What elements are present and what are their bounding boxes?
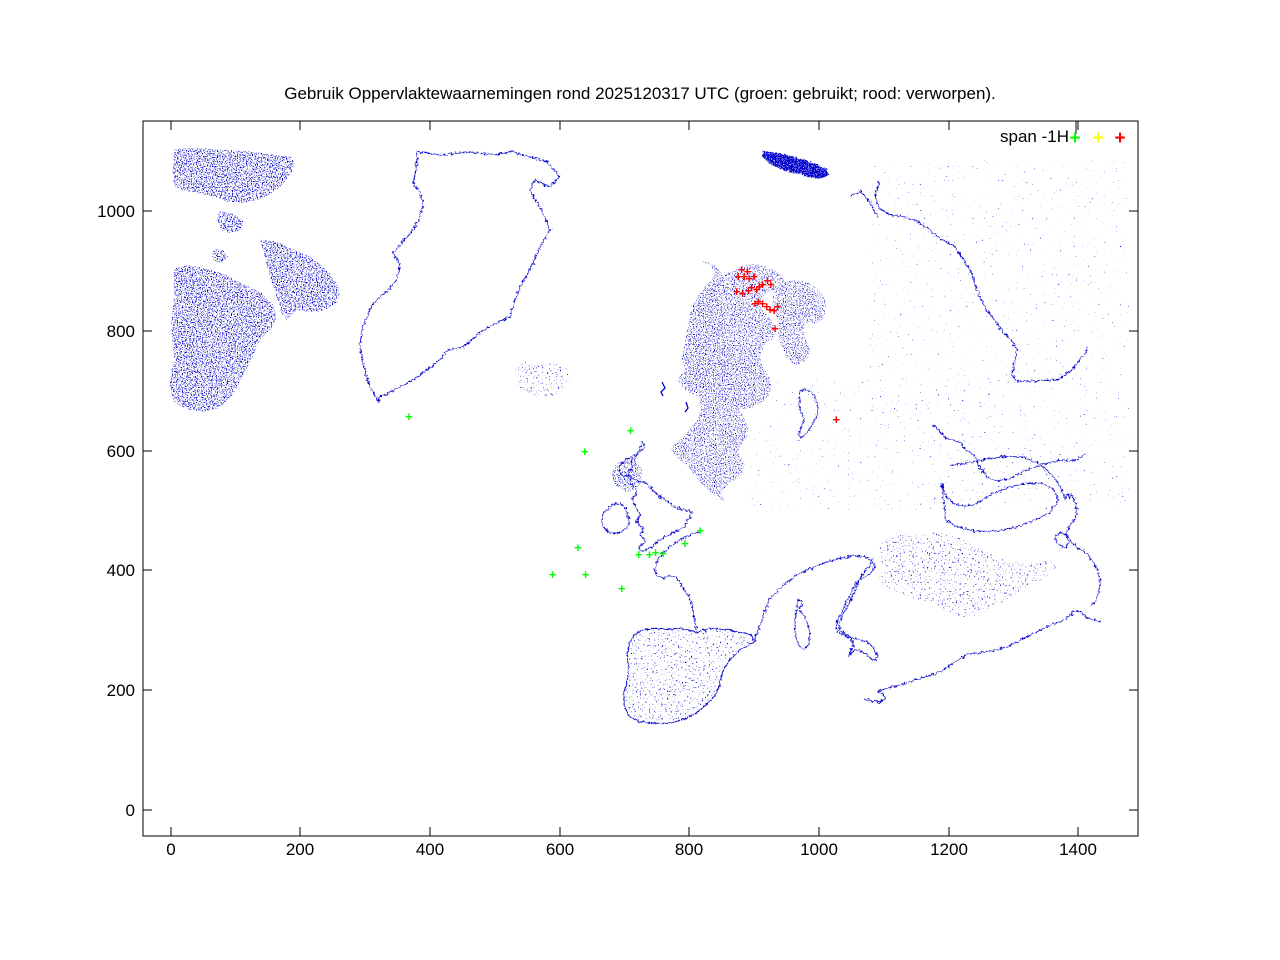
- svg-text:+: +: [1114, 128, 1125, 149]
- svg-text:+: +: [1069, 128, 1080, 149]
- svg-text:+: +: [1092, 128, 1103, 149]
